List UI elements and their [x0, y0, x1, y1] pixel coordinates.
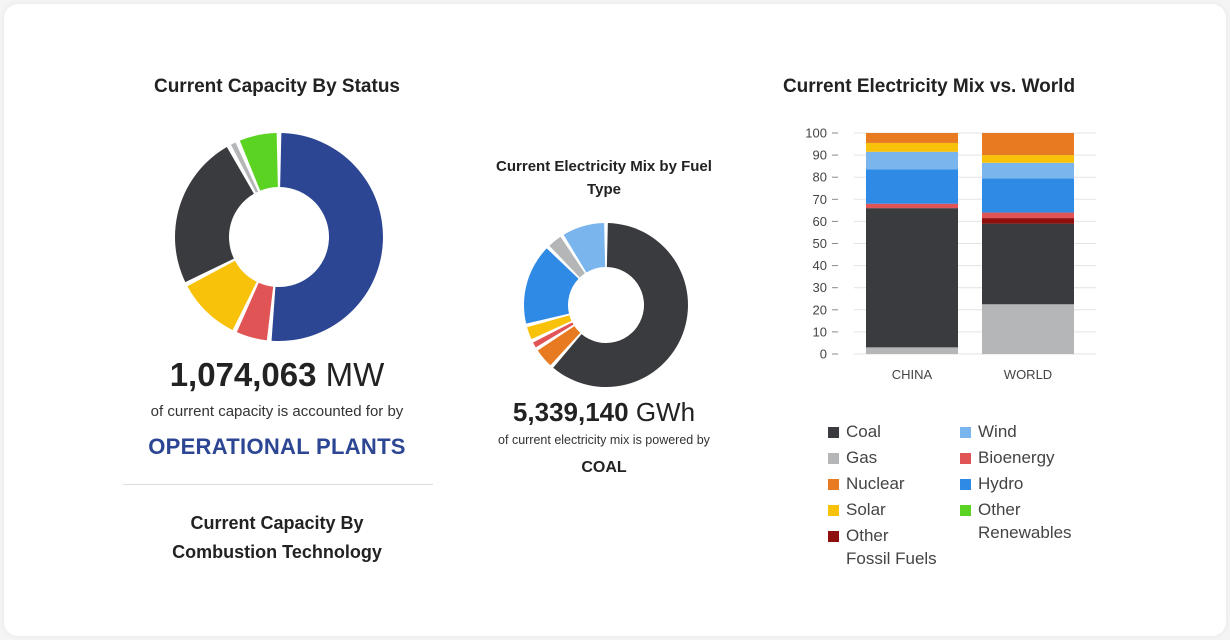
- legend-label: Gas: [846, 448, 878, 467]
- legend-swatch: [828, 479, 839, 490]
- y-tick-label: 90: [813, 148, 827, 163]
- operational-plants-label: OPERATIONAL PLANTS: [148, 434, 406, 459]
- y-tick-label: 60: [813, 214, 827, 229]
- mix-vs-world-chart: 0 10 20 30 40 50 60 70 80 90 100 CHINA WORLD: [805, 126, 1096, 382]
- status-slice-gray-segment: [230, 142, 259, 193]
- capacity-unit: MW: [325, 356, 385, 393]
- fuel-slice-hydro: [524, 248, 579, 324]
- bar-segment-world-solar: [982, 155, 1074, 163]
- bar-segment-world-coal: [982, 223, 1074, 305]
- bar-segment-world-other-fossil-fuels: [982, 218, 1074, 224]
- fuel-mix-value: 5,339,140 GWh: [454, 397, 754, 428]
- legend-label: Hydro: [978, 474, 1024, 493]
- bar-segment-world-nuclear: [982, 133, 1074, 156]
- fuel-mix-number: 5,339,140: [512, 397, 629, 427]
- fuel-slice-coal: [553, 223, 688, 387]
- legend-swatch: [828, 505, 839, 516]
- bar-segment-china-bioenergy: [866, 203, 958, 209]
- status-slice-red-segment: [236, 282, 274, 341]
- legend-label: Nuclear: [846, 474, 905, 493]
- fuel-mix-donut: [524, 223, 688, 387]
- status-slice-operational: [271, 133, 384, 341]
- legend-swatch: [960, 505, 971, 516]
- legend-label: Solar: [846, 500, 886, 519]
- fuel-mix-unit: GWh: [635, 397, 696, 427]
- status-slice-dark-segment: [175, 147, 254, 283]
- combustion-technology-title: Current Capacity By Combustion Technolog…: [102, 509, 452, 567]
- y-tick-label: 20: [813, 302, 827, 317]
- y-tick-label: 0: [820, 347, 827, 362]
- legend-label: Coal: [846, 422, 881, 441]
- capacity-number: 1,074,063: [169, 356, 317, 393]
- y-tick-label: 30: [813, 280, 827, 295]
- dashboard-card: Current Capacity By Status 1,074,063 MW …: [4, 4, 1226, 636]
- combustion-title-line2: Combustion Technology: [172, 542, 382, 562]
- fuel-slice-bioenergy: [533, 322, 574, 348]
- bar-segment-world-wind: [982, 162, 1074, 179]
- bar-segment-china-solar: [866, 142, 958, 152]
- legend-swatch: [828, 453, 839, 464]
- fuel-slice-nuclear: [537, 326, 581, 366]
- fuel-slice-solar: [527, 315, 572, 340]
- mix-vs-world-title: Current Electricity Mix vs. World: [782, 76, 1076, 97]
- y-tick-label: 50: [813, 236, 827, 251]
- status-slice-yellow-segment: [187, 260, 257, 331]
- chart-legend: Coal Gas Nuclear Solar Other Fossil Fuels Wind…: [828, 420, 1118, 580]
- bar-segment-china-coal: [866, 208, 958, 348]
- bar-segment-world-hydro: [982, 178, 1074, 213]
- y-tick-label: 80: [813, 170, 827, 185]
- bar-segment-world-bioenergy: [982, 212, 1074, 219]
- legend-label: Wind: [978, 422, 1017, 441]
- capacity-value: 1,074,063 MW: [77, 356, 477, 394]
- section-divider: [123, 484, 433, 485]
- status-slice-green-segment: [239, 133, 278, 191]
- legend-swatch: [960, 427, 971, 438]
- y-tick-label: 70: [813, 192, 827, 207]
- legend-swatch: [828, 427, 839, 438]
- fuel-slice-gas: [549, 236, 585, 278]
- legend-swatch: [960, 479, 971, 490]
- fuel-mix-title-line1: Current Electricity Mix by Fuel: [496, 158, 712, 175]
- y-tick-label: 10: [813, 324, 827, 339]
- bar-segment-world-gas: [982, 304, 1074, 354]
- bar-segment-china-gas: [866, 347, 958, 354]
- legend-label: Other Fossil Fuels: [846, 526, 937, 568]
- fuel-slice-wind: [563, 223, 606, 273]
- legend-swatch: [960, 453, 971, 464]
- combustion-title-line1: Current Capacity By: [190, 513, 364, 533]
- fuel-mix-title: Current Electricity Mix by Fuel Type: [474, 155, 734, 201]
- bar-segment-china-wind: [866, 151, 958, 170]
- legend-swatch: [828, 531, 839, 542]
- x-tick-label-china: CHINA: [892, 367, 933, 382]
- fuel-mix-title-line2: Type: [587, 181, 621, 198]
- capacity-caption: of current capacity is accounted for by: [150, 403, 404, 420]
- fuel-mix-caption: of current electricity mix is powered by: [498, 433, 710, 447]
- capacity-status-donut: [175, 133, 384, 341]
- legend-label: Other Renewables: [978, 500, 1072, 542]
- y-tick-label: 40: [813, 258, 827, 273]
- bar-segment-china-nuclear: [866, 133, 958, 143]
- y-tick-label: 100: [805, 126, 827, 141]
- fuel-coal-label: COAL: [581, 459, 627, 476]
- legend-label: Bioenergy: [978, 448, 1055, 467]
- capacity-status-title: Current Capacity By Status: [153, 76, 400, 97]
- bar-segment-china-hydro: [866, 169, 958, 204]
- x-tick-label-world: WORLD: [1004, 367, 1052, 382]
